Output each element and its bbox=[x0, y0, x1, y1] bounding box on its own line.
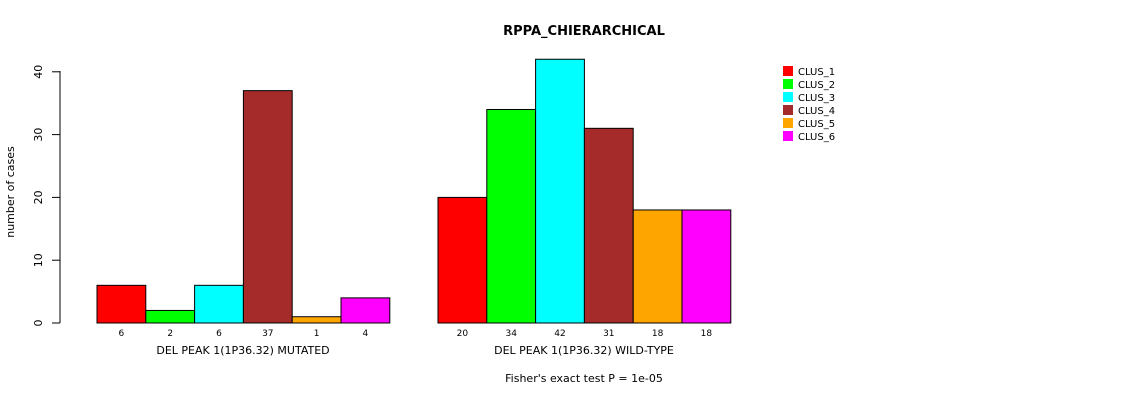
bar-count-label: 18 bbox=[652, 329, 664, 339]
y-tick-label: 0 bbox=[32, 320, 45, 327]
bar-mutated-clus_2 bbox=[145, 309, 196, 324]
y-tick-label: 30 bbox=[32, 128, 45, 142]
legend-swatch-clus_4 bbox=[783, 105, 793, 115]
bar-mutated-clus_6 bbox=[340, 297, 391, 324]
chart-title: RPPA_CHIERARCHICAL bbox=[503, 24, 665, 39]
bar-counts: 6 2 6 37 1 4 20 34 42 31 18 18 bbox=[119, 329, 713, 339]
bar-count-label: 18 bbox=[701, 329, 713, 339]
y-tick-label: 20 bbox=[32, 190, 45, 204]
y-tick-label: 10 bbox=[32, 253, 45, 267]
y-axis-ticks: 0 10 20 30 40 bbox=[32, 65, 60, 327]
legend-label-clus_2: CLUS_2 bbox=[798, 80, 835, 91]
bar-count-label: 1 bbox=[314, 329, 320, 339]
legend-label-clus_6: CLUS_6 bbox=[798, 132, 835, 143]
legend-swatch-clus_2 bbox=[783, 79, 793, 89]
y-axis-label: number of cases bbox=[4, 146, 17, 238]
bar-count-label: 20 bbox=[457, 329, 469, 339]
bar-mutated-clus_1 bbox=[96, 284, 147, 324]
bar-wild-type-clus_2 bbox=[486, 108, 537, 324]
legend-swatch-clus_3 bbox=[783, 92, 793, 102]
y-tick-label: 40 bbox=[32, 65, 45, 79]
bar-count-label: 34 bbox=[505, 329, 517, 339]
bar-count-label: 31 bbox=[603, 329, 614, 339]
fisher-test-note: Fisher's exact test P = 1e-05 bbox=[505, 372, 663, 385]
legend-swatch-clus_1 bbox=[783, 66, 793, 76]
bar-wild-type-clus_1 bbox=[437, 196, 488, 324]
bar-wild-type-clus_4 bbox=[583, 127, 634, 324]
bars bbox=[96, 58, 732, 324]
bar-count-label: 4 bbox=[363, 329, 369, 339]
legend-label-clus_1: CLUS_1 bbox=[798, 67, 835, 78]
group-label-mutated: DEL PEAK 1(1P36.32) MUTATED bbox=[156, 344, 329, 357]
bar-count-label: 37 bbox=[262, 329, 273, 339]
legend: CLUS_1 CLUS_2 CLUS_3 CLUS_4 CLUS_5 CLUS_6 bbox=[783, 66, 835, 143]
bar-count-label: 6 bbox=[216, 329, 222, 339]
bar-count-label: 42 bbox=[554, 329, 565, 339]
bar-count-label: 2 bbox=[167, 329, 173, 339]
legend-swatch-clus_5 bbox=[783, 118, 793, 128]
bar-mutated-clus_5 bbox=[291, 316, 342, 324]
legend-label-clus_5: CLUS_5 bbox=[798, 119, 835, 130]
bar-mutated-clus_4 bbox=[242, 90, 293, 324]
bar-count-label: 6 bbox=[119, 329, 125, 339]
legend-label-clus_4: CLUS_4 bbox=[798, 106, 835, 117]
group-label-wild-type: DEL PEAK 1(1P36.32) WILD-TYPE bbox=[494, 344, 674, 357]
bar-mutated-clus_3 bbox=[194, 284, 244, 324]
bar-wild-type-clus_3 bbox=[535, 58, 585, 324]
legend-label-clus_3: CLUS_3 bbox=[798, 93, 835, 104]
bar-wild-type-clus_6 bbox=[681, 209, 732, 324]
bar-wild-type-clus_5 bbox=[632, 209, 683, 324]
legend-swatch-clus_6 bbox=[783, 131, 793, 141]
